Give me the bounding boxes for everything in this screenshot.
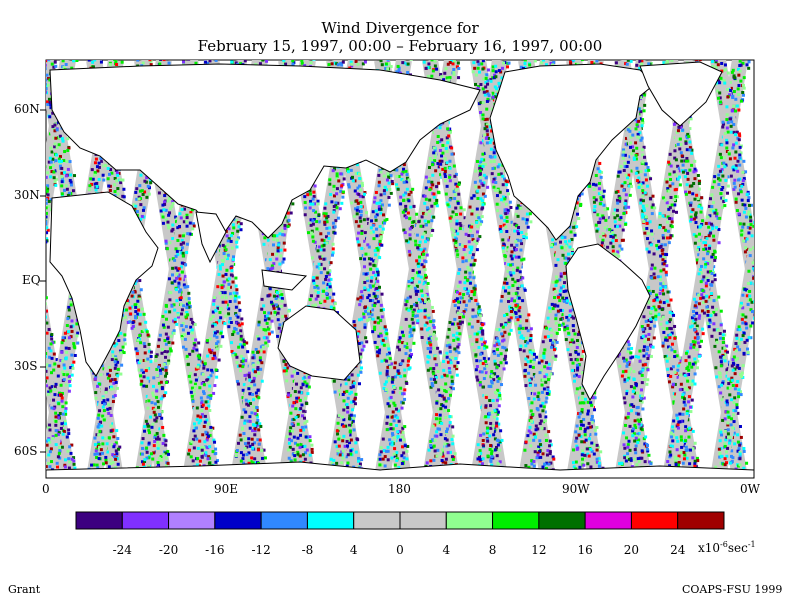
lon-label-180: 180 — [388, 482, 411, 496]
colorbar-tick-label: 8 — [488, 543, 497, 557]
lon-label-90e: 90E — [214, 482, 239, 496]
colorbar-tick-label: 20 — [623, 543, 640, 557]
lat-label-eq: EQ — [22, 273, 41, 287]
colorbar-swatch — [214, 511, 262, 530]
colorbar-swatch — [584, 511, 632, 530]
footer-credit: COAPS-FSU 1999 — [682, 583, 783, 596]
lon-label-90w: 90W — [562, 482, 590, 496]
swath-band — [0, 60, 20, 478]
colorbar-tick-label: 0 — [396, 543, 404, 557]
colorbar — [75, 511, 725, 530]
colorbar-swatch — [538, 511, 586, 530]
india — [195, 211, 227, 264]
colorbar-tick-label: 16 — [577, 543, 593, 557]
lat-label-60s: 60S — [14, 444, 38, 458]
colorbar-swatch — [630, 511, 679, 530]
colorbar-tick-label: -24 — [112, 543, 132, 557]
colorbar-tick-label: -16 — [205, 543, 225, 557]
lon-label-0w: 0W — [740, 482, 760, 496]
colorbar-swatch — [492, 511, 540, 530]
colorbar-tick-label: 4 — [349, 543, 358, 557]
colorbar-units: x10-6sec-1 — [698, 540, 756, 555]
colorbar-tick-label: -8 — [301, 543, 314, 557]
map-title-line2: February 15, 1997, 00:00 – February 16, … — [197, 37, 603, 55]
colorbar-swatch — [353, 511, 401, 530]
south-america — [565, 243, 651, 402]
colorbar-swatch — [677, 511, 725, 530]
colorbar-swatch — [306, 511, 355, 530]
continents — [46, 61, 754, 478]
australia — [277, 305, 361, 381]
lon-label-0: 0 — [42, 482, 50, 496]
lat-ticks — [40, 109, 46, 453]
eurasia — [49, 63, 481, 239]
colorbar-swatch — [168, 511, 216, 530]
colorbar-swatch — [399, 511, 447, 530]
swath-band — [0, 60, 20, 478]
colorbar-swatch — [445, 511, 494, 530]
antarctica — [46, 461, 754, 478]
footer-author: Grant — [8, 583, 41, 596]
colorbar-tick-label: 4 — [442, 543, 451, 557]
swath-band — [766, 60, 800, 478]
lat-label-30n: 30N — [14, 188, 40, 202]
colorbar-tick-label: 24 — [670, 543, 686, 557]
colorbar-swatch — [75, 511, 123, 530]
lat-label-30s: 30S — [14, 359, 38, 373]
colorbar-tick-label: 12 — [531, 543, 547, 557]
colorbar-tick-label: -12 — [251, 543, 271, 557]
colorbar-swatch — [121, 511, 170, 530]
swath-band — [766, 60, 800, 478]
lat-label-60n: 60N — [14, 102, 40, 116]
indonesia — [261, 269, 308, 291]
colorbar-tick-label: -20 — [158, 543, 179, 557]
map-title-line1: Wind Divergence for — [321, 19, 479, 37]
greenland — [639, 61, 723, 127]
colorbar-swatch — [260, 511, 308, 530]
africa — [49, 191, 159, 377]
